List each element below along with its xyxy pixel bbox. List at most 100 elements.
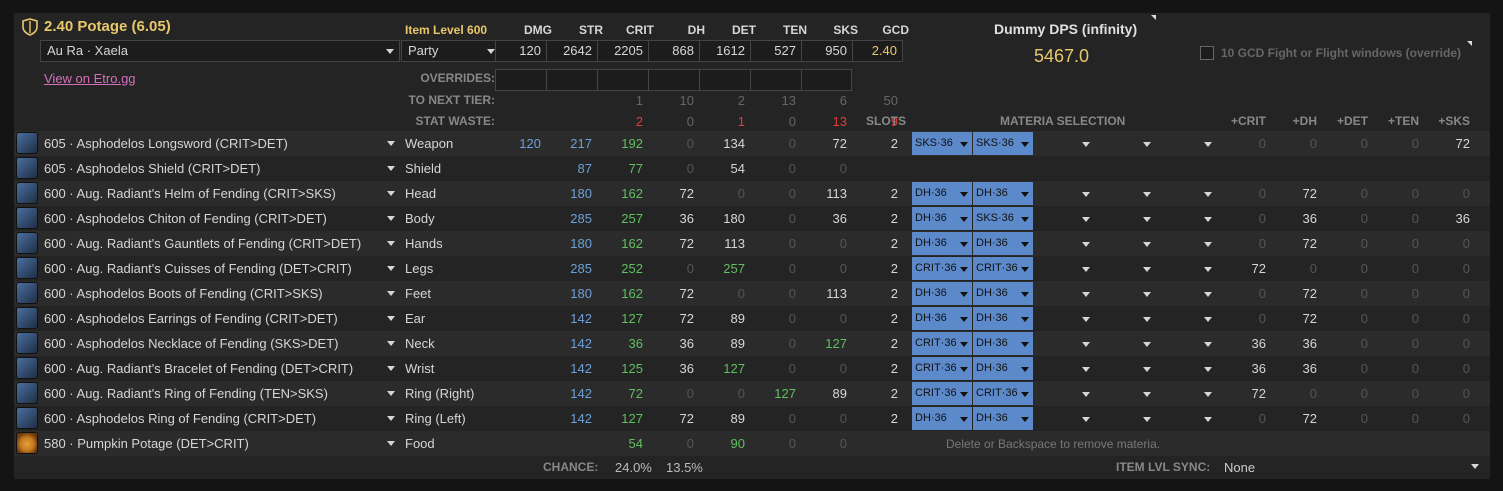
- materia-select[interactable]: SKS·36: [973, 207, 1033, 230]
- materia-select-empty[interactable]: [1095, 132, 1155, 155]
- gcd-override-checkbox[interactable]: [1200, 46, 1214, 60]
- materia-select[interactable]: DH·36: [912, 407, 972, 430]
- materia-select-empty[interactable]: [1156, 182, 1216, 205]
- gear-name[interactable]: 600 · Aug. Radiant's Gauntlets of Fendin…: [44, 236, 362, 251]
- materia-select[interactable]: DH·36: [912, 282, 972, 305]
- override-input[interactable]: [546, 69, 597, 91]
- materia-select-empty[interactable]: [1095, 307, 1155, 330]
- materia-select-empty[interactable]: [1156, 207, 1216, 230]
- etro-link[interactable]: View on Etro.gg: [44, 71, 136, 86]
- chevron-down-icon[interactable]: [387, 291, 395, 296]
- materia-select-empty[interactable]: [1156, 282, 1216, 305]
- materia-select[interactable]: DH·36: [973, 182, 1033, 205]
- chevron-down-icon[interactable]: [387, 416, 395, 421]
- materia-select-empty[interactable]: [1034, 257, 1094, 280]
- materia-select-empty[interactable]: [1034, 332, 1094, 355]
- materia-select[interactable]: CRIT·36: [912, 257, 972, 280]
- stat-value[interactable]: 2.40: [852, 40, 903, 62]
- materia-select-empty[interactable]: [1095, 207, 1155, 230]
- materia-select[interactable]: SKS·36: [912, 132, 972, 155]
- materia-select[interactable]: CRIT·36: [912, 382, 972, 405]
- item-sync-select[interactable]: None: [1219, 457, 1485, 477]
- chevron-down-icon[interactable]: [387, 316, 395, 321]
- materia-select-empty[interactable]: [1034, 182, 1094, 205]
- override-input[interactable]: [750, 69, 801, 91]
- materia-select-empty[interactable]: [1034, 232, 1094, 255]
- chevron-down-icon[interactable]: [387, 241, 395, 246]
- materia-select[interactable]: DH·36: [912, 307, 972, 330]
- materia-select-empty[interactable]: [1034, 307, 1094, 330]
- party-select[interactable]: Party: [401, 40, 501, 62]
- materia-select-empty[interactable]: [1156, 132, 1216, 155]
- materia-select-empty[interactable]: [1034, 282, 1094, 305]
- materia-select[interactable]: CRIT·36: [912, 357, 972, 380]
- override-input[interactable]: [597, 69, 648, 91]
- set-title[interactable]: 2.40 Potage (6.05): [44, 18, 171, 35]
- gear-name[interactable]: 580 · Pumpkin Potage (DET>CRIT): [44, 436, 249, 451]
- stat-value[interactable]: 120: [495, 40, 546, 62]
- override-input[interactable]: [699, 69, 750, 91]
- materia-select-empty[interactable]: [1156, 407, 1216, 430]
- materia-select[interactable]: DH·36: [973, 282, 1033, 305]
- gear-name[interactable]: 600 · Aug. Radiant's Ring of Fending (TE…: [44, 386, 328, 401]
- materia-select[interactable]: DH·36: [973, 307, 1033, 330]
- race-select[interactable]: Au Ra · Xaela: [40, 40, 400, 62]
- stat-value[interactable]: 1612: [699, 40, 750, 62]
- materia-select[interactable]: DH·36: [973, 332, 1033, 355]
- materia-select-empty[interactable]: [1156, 232, 1216, 255]
- chevron-down-icon[interactable]: [387, 216, 395, 221]
- gear-name[interactable]: 600 · Aug. Radiant's Bracelet of Fending…: [44, 361, 354, 376]
- chevron-down-icon[interactable]: [387, 166, 395, 171]
- materia-select-empty[interactable]: [1034, 132, 1094, 155]
- materia-select-empty[interactable]: [1095, 407, 1155, 430]
- chevron-down-icon[interactable]: [387, 191, 395, 196]
- materia-select-empty[interactable]: [1095, 332, 1155, 355]
- materia-select[interactable]: CRIT·36: [973, 257, 1033, 280]
- chevron-down-icon[interactable]: [387, 341, 395, 346]
- materia-select-empty[interactable]: [1156, 382, 1216, 405]
- chevron-down-icon[interactable]: [387, 141, 395, 146]
- chevron-down-icon[interactable]: [387, 391, 395, 396]
- chevron-down-icon[interactable]: [387, 266, 395, 271]
- chevron-down-icon[interactable]: [387, 441, 395, 446]
- gear-name[interactable]: 600 · Asphodelos Ring of Fending (CRIT>D…: [44, 411, 317, 426]
- materia-select-empty[interactable]: [1095, 382, 1155, 405]
- materia-select-empty[interactable]: [1034, 407, 1094, 430]
- override-input[interactable]: [495, 69, 546, 91]
- materia-select-empty[interactable]: [1095, 357, 1155, 380]
- materia-select-empty[interactable]: [1095, 257, 1155, 280]
- gear-name[interactable]: 600 · Asphodelos Chiton of Fending (CRIT…: [44, 211, 327, 226]
- override-input[interactable]: [648, 69, 699, 91]
- materia-select-empty[interactable]: [1156, 357, 1216, 380]
- materia-select[interactable]: DH·36: [912, 182, 972, 205]
- stat-value[interactable]: 527: [750, 40, 801, 62]
- materia-select-empty[interactable]: [1156, 332, 1216, 355]
- stat-value[interactable]: 2205: [597, 40, 648, 62]
- materia-select[interactable]: SKS·36: [973, 132, 1033, 155]
- stat-value[interactable]: 950: [801, 40, 852, 62]
- gear-name[interactable]: 600 · Asphodelos Earrings of Fending (CR…: [44, 311, 338, 326]
- materia-select-empty[interactable]: [1095, 182, 1155, 205]
- materia-select-empty[interactable]: [1156, 257, 1216, 280]
- gear-name[interactable]: 605 · Asphodelos Shield (CRIT>DET): [44, 161, 261, 176]
- materia-select[interactable]: DH·36: [912, 232, 972, 255]
- stat-value[interactable]: 2642: [546, 40, 597, 62]
- gear-name[interactable]: 600 · Asphodelos Boots of Fending (CRIT>…: [44, 286, 323, 301]
- materia-select-empty[interactable]: [1095, 282, 1155, 305]
- materia-select[interactable]: CRIT·36: [912, 332, 972, 355]
- gear-name[interactable]: 600 · Aug. Radiant's Cuisses of Fending …: [44, 261, 352, 276]
- override-input[interactable]: [801, 69, 852, 91]
- materia-select-empty[interactable]: [1034, 382, 1094, 405]
- materia-select[interactable]: DH·36: [973, 232, 1033, 255]
- stat-value[interactable]: 868: [648, 40, 699, 62]
- materia-select[interactable]: CRIT·36: [973, 382, 1033, 405]
- gear-name[interactable]: 600 · Asphodelos Necklace of Fending (SK…: [44, 336, 339, 351]
- materia-select[interactable]: DH·36: [912, 207, 972, 230]
- materia-select-empty[interactable]: [1034, 207, 1094, 230]
- materia-select[interactable]: DH·36: [973, 357, 1033, 380]
- materia-select-empty[interactable]: [1034, 357, 1094, 380]
- chevron-down-icon[interactable]: [387, 366, 395, 371]
- gear-name[interactable]: 600 · Aug. Radiant's Helm of Fending (CR…: [44, 186, 336, 201]
- gear-name[interactable]: 605 · Asphodelos Longsword (CRIT>DET): [44, 136, 288, 151]
- materia-select[interactable]: DH·36: [973, 407, 1033, 430]
